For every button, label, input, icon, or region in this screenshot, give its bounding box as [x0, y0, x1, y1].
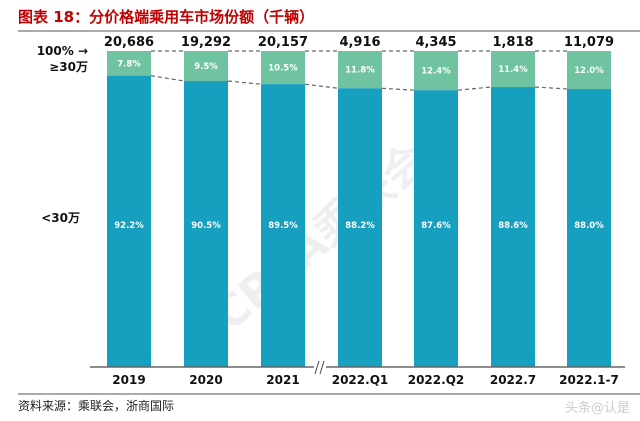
- connector-split: [381, 87, 415, 91]
- legend-label-low: <30万: [41, 211, 80, 225]
- x-tick-label: 2022.7: [490, 373, 536, 387]
- total-label: 19,292: [181, 35, 231, 50]
- data-label-high: 7.8%: [117, 59, 141, 69]
- bar-segment-high: [107, 51, 151, 76]
- bar-segment-high: [261, 51, 305, 85]
- x-tick-label: 2022.Q1: [332, 373, 389, 387]
- connector-split: [534, 86, 568, 90]
- data-label-high: 11.4%: [498, 65, 528, 75]
- data-label-low: 88.2%: [345, 221, 375, 231]
- top-marker-label: 100% →: [37, 44, 88, 58]
- x-tick-label: 2019: [112, 373, 145, 387]
- data-label-low: 88.0%: [574, 221, 604, 231]
- x-tick-label: 2022.1-7: [559, 373, 619, 387]
- connector-split: [457, 86, 492, 91]
- bar-segment-low: [184, 81, 228, 368]
- data-label-low: 92.2%: [114, 221, 144, 231]
- total-label: 11,079: [564, 35, 614, 50]
- x-tick-label: 2021: [266, 373, 299, 387]
- bar-segment-low: [491, 87, 535, 368]
- data-label-low: 88.6%: [498, 221, 528, 231]
- connector-split: [304, 83, 339, 89]
- total-label: 1,818: [492, 35, 533, 50]
- source-note: 资料来源：乘联会，浙商国际: [18, 399, 175, 413]
- total-label: 20,686: [104, 35, 154, 50]
- data-label-high: 10.5%: [268, 64, 298, 74]
- data-label-low: 87.6%: [421, 221, 451, 231]
- bar-segment-low: [107, 75, 151, 367]
- data-label-high: 12.4%: [421, 67, 451, 77]
- chart-title: 图表 18：分价格端乘用车市场份额（千辆）: [18, 8, 315, 26]
- watermark-toutiao: 头条@认是: [564, 401, 630, 416]
- data-label-high: 9.5%: [194, 62, 218, 72]
- axis-break-icon: [314, 360, 326, 375]
- x-tick-label: 2020: [189, 373, 222, 387]
- bar-segment-high: [338, 51, 382, 89]
- bar-segment-low: [567, 88, 611, 368]
- legend-label-high: ≥30万: [49, 60, 88, 74]
- total-label: 4,916: [339, 35, 380, 50]
- bar-segment-high: [184, 51, 228, 82]
- data-label-low: 90.5%: [191, 221, 221, 231]
- data-label-high: 12.0%: [574, 66, 604, 76]
- bar-segment-low: [261, 84, 305, 368]
- bar-segment-low: [338, 88, 382, 368]
- total-label: 20,157: [258, 35, 308, 50]
- x-tick-label: 2022.Q2: [408, 373, 465, 387]
- bar-segment-high: [491, 51, 535, 88]
- bar-segment-high: [567, 51, 611, 89]
- bar-segment-low: [414, 90, 458, 368]
- connector-split: [150, 75, 185, 82]
- watermark-cpca: CPCA乘联会: [204, 133, 438, 341]
- data-label-low: 89.5%: [268, 221, 298, 231]
- bar-segment-high: [414, 51, 458, 91]
- total-label: 4,345: [415, 35, 456, 50]
- data-label-high: 11.8%: [345, 66, 375, 76]
- connector-split: [227, 80, 262, 85]
